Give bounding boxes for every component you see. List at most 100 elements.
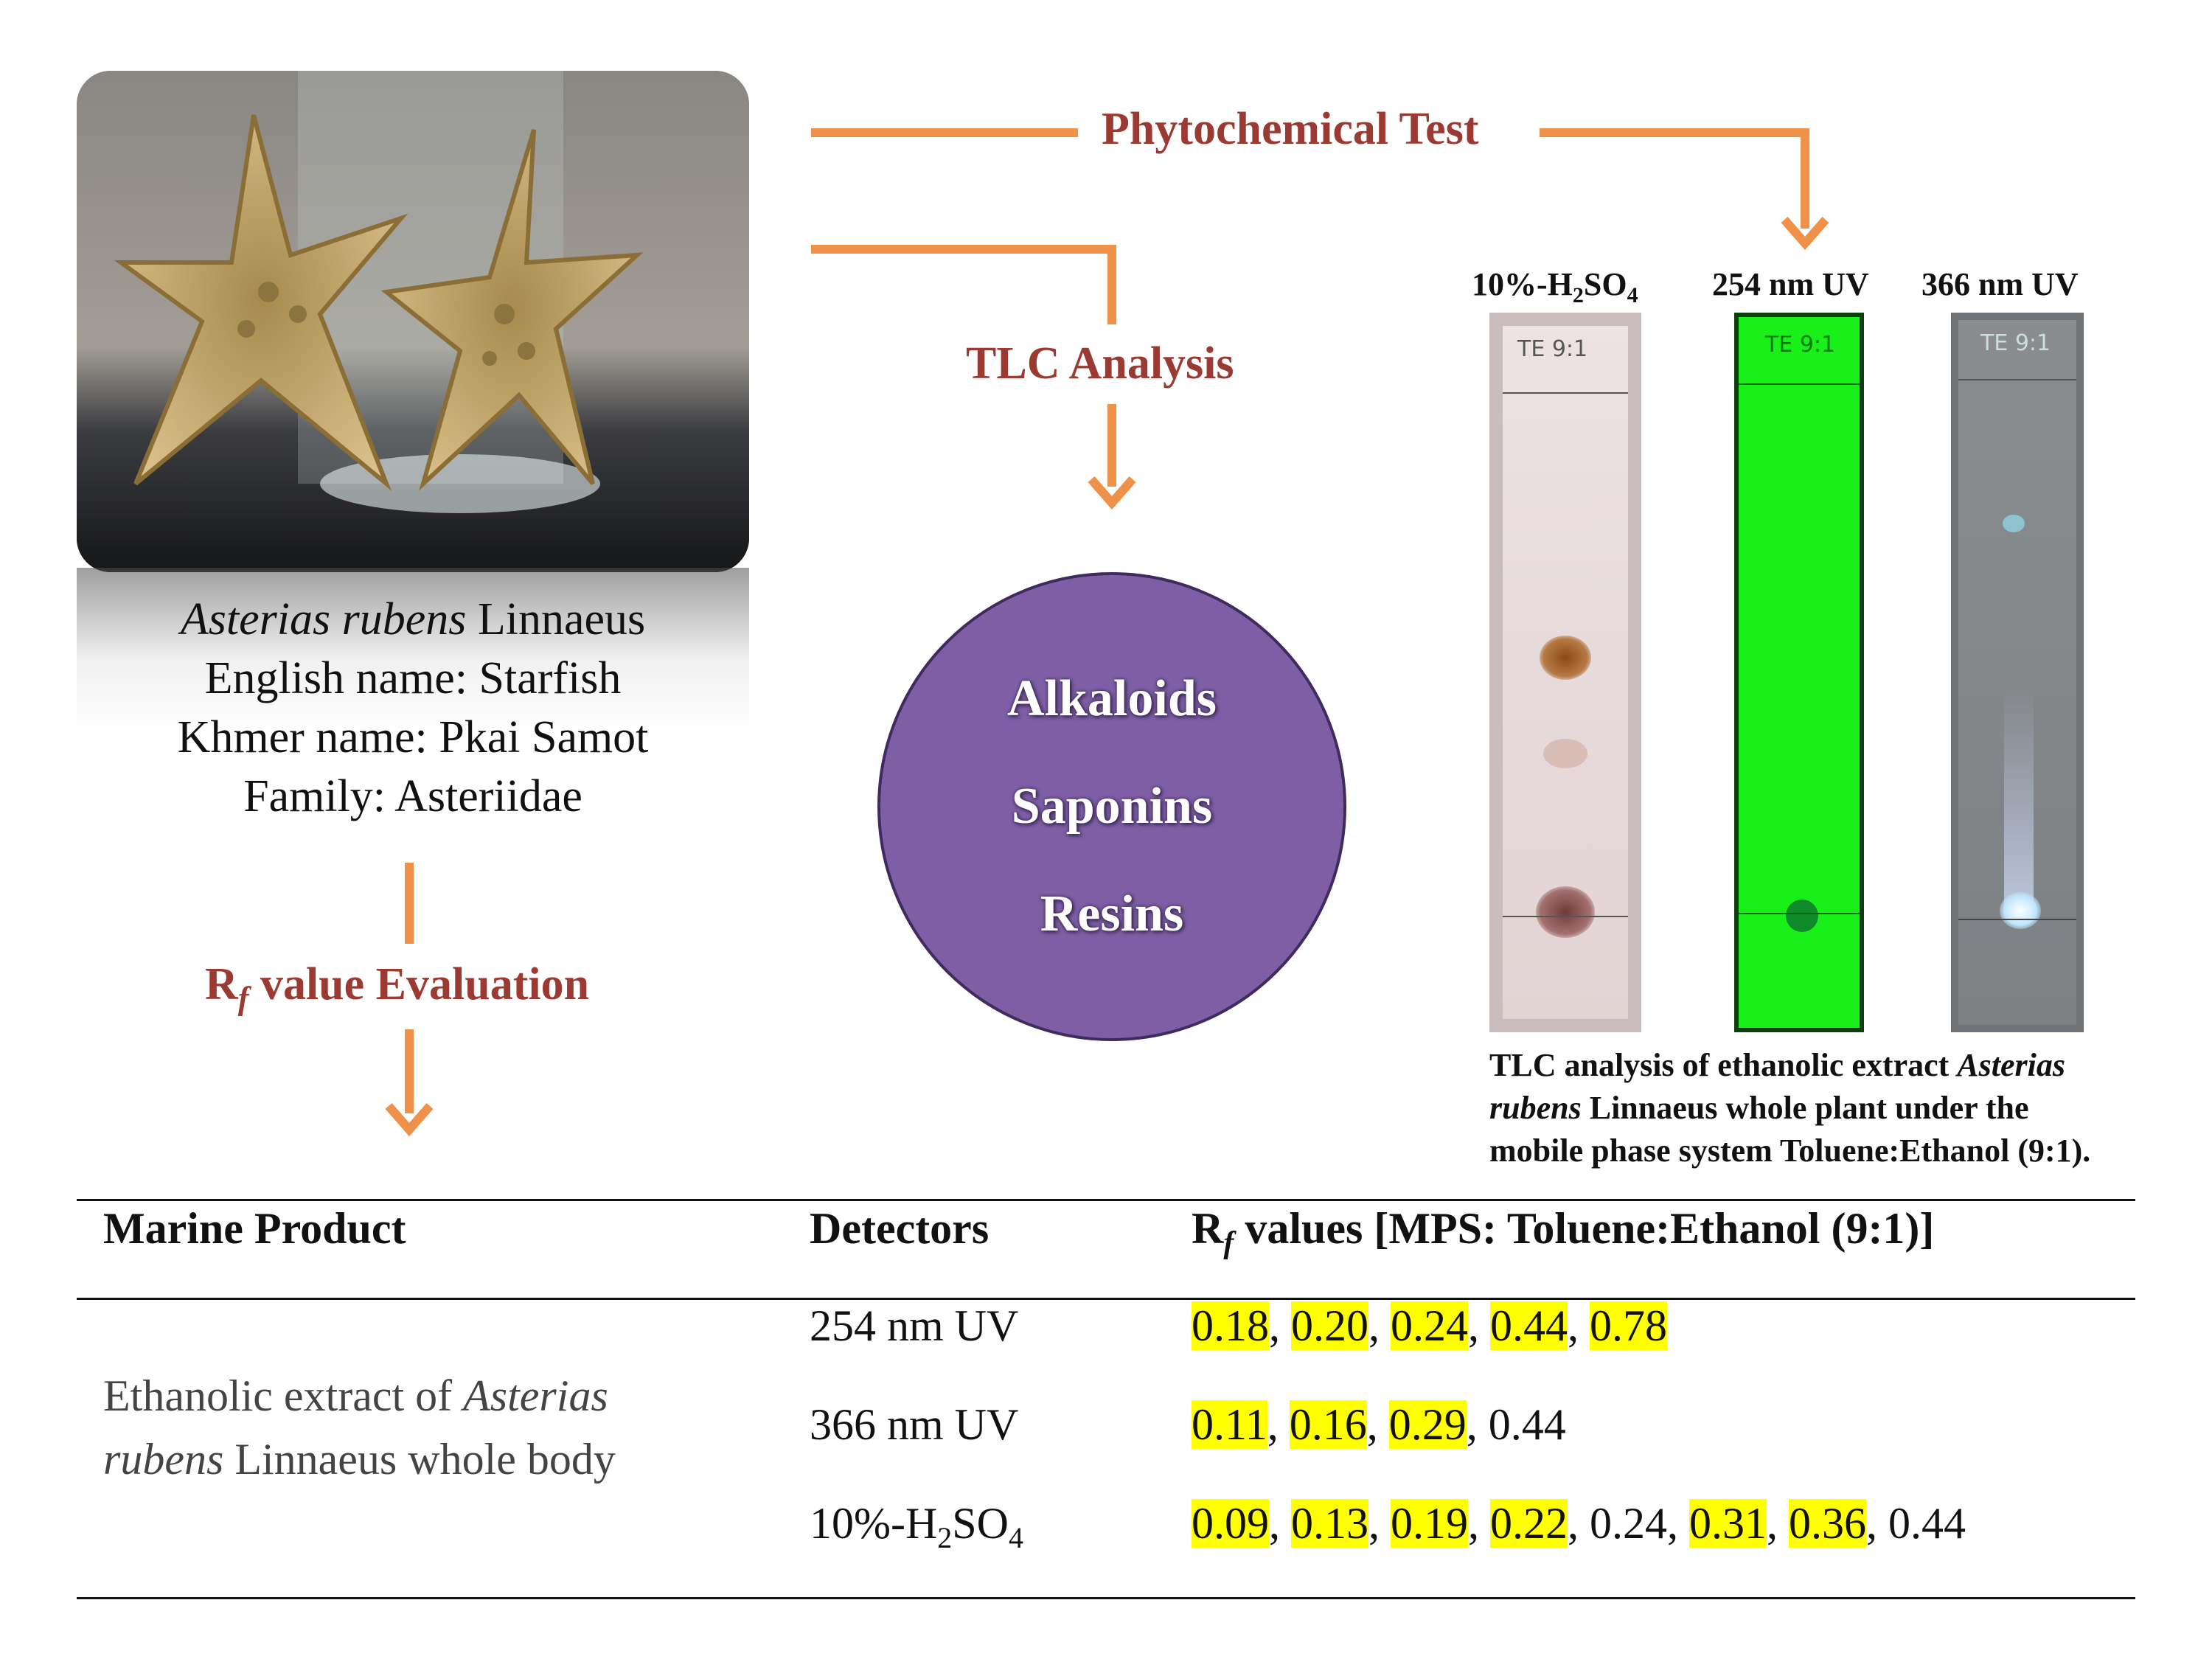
tlc-analysis-label: TLC Analysis: [966, 338, 1234, 389]
khmer-name: Khmer name: Pkai Samot: [177, 712, 649, 762]
header-rf-sub: f: [1223, 1226, 1234, 1260]
header-detectors: Detectors: [810, 1204, 990, 1253]
rf-subscript: f: [237, 980, 249, 1017]
rf-value: 0.13: [1291, 1499, 1368, 1548]
rf-values-254: 0.18, 0.20, 0.24, 0.44, 0.78: [1192, 1301, 1667, 1352]
detector-h2so4-sub1: 2: [937, 1521, 953, 1554]
h2so4-spot-upper: [1540, 636, 1591, 680]
rf-separator: ,: [1468, 1499, 1490, 1548]
rf-separator: ,: [1767, 1499, 1789, 1548]
h2so4-spot-origin: [1536, 886, 1595, 938]
rf-value: 0.24: [1590, 1499, 1667, 1548]
compound-alkaloids: Alkaloids: [1007, 670, 1217, 727]
rf-separator: ,: [1466, 1400, 1489, 1449]
rf-values-366: 0.11, 0.16, 0.29, 0.44: [1192, 1399, 1566, 1450]
tlc-plate-254: TE 9:1: [1734, 313, 1864, 1032]
starfish-photo: [77, 71, 749, 572]
rf-value: 0.44: [1888, 1499, 1966, 1548]
rf-separator: ,: [1368, 1301, 1391, 1350]
h2so4-label-sub2: 4: [1627, 282, 1638, 307]
rf-value: 0.36: [1789, 1499, 1866, 1548]
english-name: English name: Starfish: [204, 653, 622, 703]
tlc-plate-label-h2so4: 10%-H2SO4: [1472, 265, 1638, 308]
h2so4-origin-line: [1503, 916, 1628, 917]
marine-product-cell: Ethanolic extract of Asterias rubens Lin…: [103, 1364, 616, 1491]
product-line1-italic: Asterias: [463, 1371, 608, 1420]
detector-h2so4: 10%-H2SO4: [810, 1498, 1023, 1555]
h2so4-spot-faint: [1543, 739, 1587, 768]
caption-line3-text: mobile phase system Toluene:Ethanol (9:1…: [1489, 1133, 2091, 1169]
rf-value: 0.11: [1192, 1400, 1267, 1449]
table-bottom-rule: [77, 1597, 2135, 1599]
rf-separator: ,: [1366, 1400, 1389, 1449]
header-rf-symbol: R: [1192, 1204, 1224, 1253]
caption-line2-text: Linnaeus whole plant under the: [1581, 1090, 2029, 1126]
h2so4-label-mid: SO: [1583, 266, 1627, 302]
uv366-plate-writing: TE 9:1: [1980, 330, 2051, 356]
caption-line1-italic: Asterias: [1957, 1047, 2065, 1083]
uv366-bright-spot: [2000, 892, 2041, 929]
species-name-line: Asterias rubens Linnaeus: [0, 590, 826, 649]
rf-symbol: R: [205, 959, 238, 1009]
rf-value: 0.44: [1490, 1301, 1568, 1350]
rf-value: 0.24: [1391, 1301, 1468, 1350]
product-line2-text: Linnaeus whole body: [223, 1435, 616, 1484]
product-line2-italic: rubens: [103, 1435, 224, 1484]
detector-h2so4-main: 10%-H: [810, 1499, 938, 1548]
photo-reflection: [77, 568, 749, 737]
rf-value: 0.29: [1388, 1400, 1467, 1449]
rf-value: 0.09: [1192, 1499, 1269, 1548]
family-name: Family: Asteriidae: [243, 771, 582, 821]
rf-separator: ,: [1866, 1499, 1888, 1548]
uv254-origin-spot: [1786, 900, 1818, 932]
header-rf-values: Rf values [MPS: Toluene:Ethanol (9:1)]: [1192, 1203, 1934, 1261]
tlc-plate-label-254: 254 nm UV: [1712, 266, 1869, 302]
uv366-origin-line: [1958, 919, 2076, 920]
caption-line2-italic: rubens: [1489, 1090, 1582, 1126]
tlc-caption: TLC analysis of ethanolic extract Asteri…: [1489, 1044, 2197, 1172]
rf-separator: ,: [1267, 1400, 1290, 1449]
caption-line1-text: TLC analysis of ethanolic extract: [1489, 1047, 1958, 1083]
uv366-faint-spot: [2003, 515, 2025, 532]
tlc-arrow-upper-line: [811, 245, 1116, 324]
rf-separator: ,: [1667, 1499, 1689, 1548]
species-authority: Linnaeus: [477, 594, 646, 644]
rf-value: 0.20: [1291, 1301, 1368, 1350]
h2so4-solvent-front: [1503, 392, 1628, 394]
rf-value: 0.16: [1289, 1400, 1367, 1449]
compound-saponins: Saponins: [1011, 778, 1213, 835]
rf-arrow-head: [385, 1103, 434, 1137]
tlc-plate-h2so4: TE 9:1: [1489, 313, 1641, 1032]
phytochem-arrow-head: [1781, 217, 1829, 251]
header-rf-rest: values [MPS: Toluene:Ethanol (9:1)]: [1234, 1204, 1935, 1253]
compounds-circle: [877, 572, 1346, 1041]
compound-resins: Resins: [1040, 886, 1184, 942]
rf-value: 0.44: [1488, 1400, 1566, 1449]
product-line1-text: Ethanolic extract of: [103, 1371, 464, 1420]
rf-value: 0.78: [1590, 1301, 1667, 1350]
h2so4-plate-writing: TE 9:1: [1517, 336, 1588, 362]
rf-separator: ,: [1368, 1499, 1391, 1548]
h2so4-label-main: 10%-H: [1472, 266, 1573, 302]
rf-evaluation-label: Rf value Evaluation: [205, 959, 589, 1017]
phytochem-arrow-right-line: [1540, 128, 1809, 229]
uv366-streak: [2004, 689, 2034, 910]
uv254-plate-writing: TE 9:1: [1765, 332, 1836, 358]
detector-254: 254 nm UV: [810, 1301, 1019, 1350]
rf-value: 0.31: [1689, 1499, 1767, 1548]
species-binomial: Asterias rubens: [180, 594, 467, 644]
table-top-rule: [77, 1199, 2135, 1201]
table-header-rule: [77, 1298, 2135, 1300]
uv254-solvent-front: [1739, 383, 1860, 385]
tlc-arrow-head: [1088, 476, 1136, 510]
detector-366: 366 nm UV: [810, 1400, 1019, 1449]
rf-separator: ,: [1568, 1499, 1590, 1548]
rf-value: 0.18: [1192, 1301, 1269, 1350]
rf-separator: ,: [1468, 1301, 1490, 1350]
tlc-plate-label-366: 366 nm UV: [1921, 266, 2079, 302]
rf-separator: ,: [1568, 1301, 1590, 1350]
h2so4-label-sub1: 2: [1572, 282, 1584, 307]
rf-values-h2so4: 0.09, 0.13, 0.19, 0.22, 0.24, 0.31, 0.36…: [1192, 1498, 1966, 1549]
uv366-solvent-front: [1958, 379, 2076, 380]
